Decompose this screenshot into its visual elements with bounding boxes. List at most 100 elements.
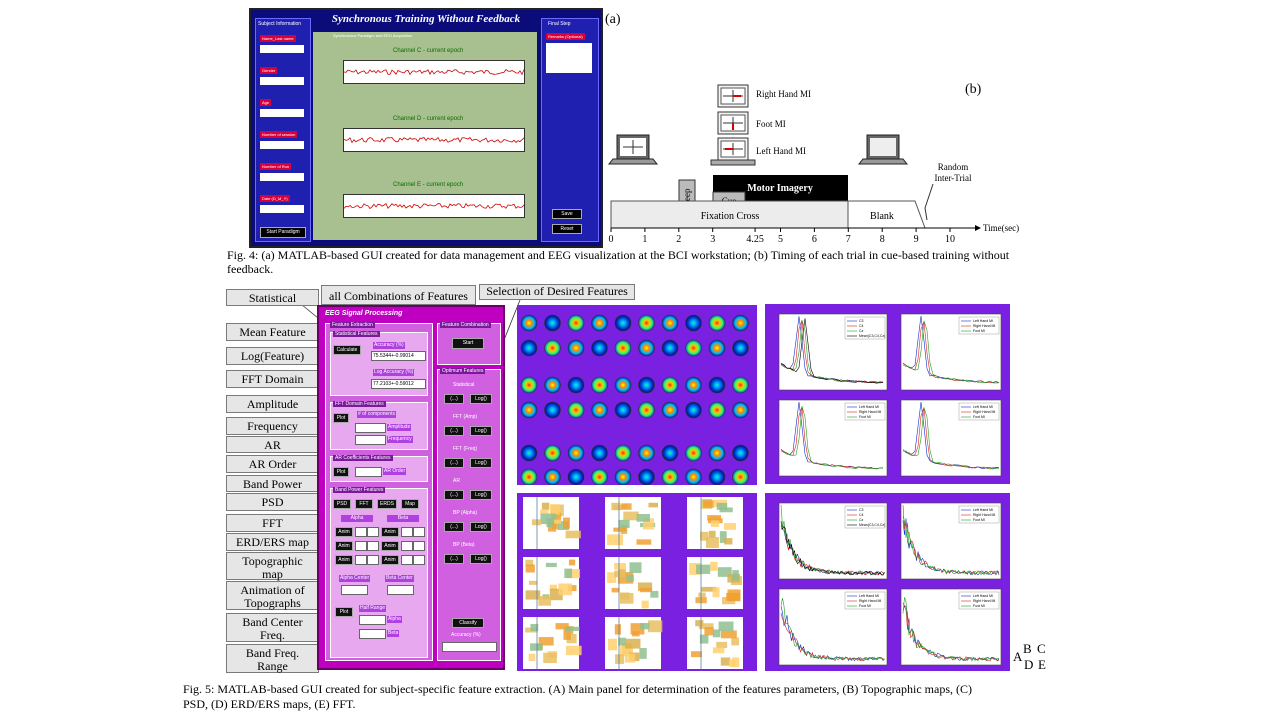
optimum-log-button[interactable]: Log() <box>470 394 492 404</box>
erd-ers-patch <box>636 539 652 545</box>
optimum-select-button[interactable]: (...) <box>444 522 464 532</box>
callout-topographic-map: Topographic map <box>226 552 319 581</box>
calculate-button[interactable]: Calculate <box>333 345 361 355</box>
anim-field[interactable] <box>413 527 425 537</box>
fig5-caption-line1: Fig. 5: MATLAB-based GUI created for sub… <box>183 682 972 696</box>
erd-ers-patch <box>607 534 624 546</box>
fft-plot-button[interactable]: Plot <box>333 413 349 423</box>
anim-field[interactable] <box>367 555 379 565</box>
combination-start-button[interactable]: Start <box>452 338 484 349</box>
erd-ers-patch <box>696 564 711 574</box>
mini-plot-legend-entry: Foot MI <box>973 518 985 522</box>
time-tick-label: 9 <box>914 234 919 245</box>
anim-field[interactable] <box>355 527 367 537</box>
optimum-features-header: Optimum Features <box>440 368 486 374</box>
optimum-statistical-label: Statistical <box>453 382 475 388</box>
callout-band-freq-line2: Range <box>257 659 288 673</box>
half-range-label: Half Range <box>359 605 387 612</box>
channel-e-trace <box>343 202 525 210</box>
anim-button[interactable]: Anim <box>381 527 399 537</box>
anim-button[interactable]: Anim <box>381 541 399 551</box>
anim-field[interactable] <box>355 555 367 565</box>
topographic-head <box>708 401 726 419</box>
topographic-head <box>520 339 538 357</box>
save-button[interactable]: Save <box>552 209 582 219</box>
ar-order-field[interactable] <box>355 467 382 477</box>
ar-plot-button[interactable]: Plot <box>333 467 349 477</box>
beep-label: Beep <box>682 188 692 207</box>
frequency-components-field[interactable] <box>355 435 386 445</box>
fig4-panel-b-tag: (b) <box>965 82 982 97</box>
anim-field[interactable] <box>355 541 367 551</box>
anim-button[interactable]: Anim <box>335 527 353 537</box>
alpha-range-label: Alpha <box>387 616 402 623</box>
alpha-center-field[interactable] <box>341 585 368 595</box>
mini-plot-legend-entry: Right Hand MI <box>973 324 995 328</box>
erd-ers-patch <box>691 651 702 658</box>
time-axis-label: Time(sec) <box>983 223 1019 233</box>
anim-field[interactable] <box>413 555 425 565</box>
optimum-select-button[interactable]: (...) <box>444 554 464 564</box>
fft-button[interactable]: FFT <box>355 499 373 509</box>
topographic-head <box>732 444 749 462</box>
optimum-select-button[interactable]: (...) <box>444 490 464 500</box>
time-tick-label: 0 <box>609 234 614 245</box>
amplitude-components-field[interactable] <box>355 423 386 433</box>
anim-button[interactable]: Anim <box>335 541 353 551</box>
mini-plot-legend-entry: Foot MI <box>859 415 871 419</box>
anim-field[interactable] <box>367 541 379 551</box>
band-plot-button[interactable]: Plot <box>335 607 353 617</box>
fft-domain-header: FFT Domain Features <box>333 401 386 407</box>
subject-field-input[interactable] <box>260 109 304 117</box>
anim-field[interactable] <box>401 555 413 565</box>
anim-button[interactable]: Anim <box>335 555 353 565</box>
reset-button[interactable]: Reset <box>552 224 582 234</box>
anim-button[interactable]: Anim <box>381 555 399 565</box>
anim-field[interactable] <box>401 541 413 551</box>
optimum-log-button[interactable]: Log() <box>470 554 492 564</box>
erd-ers-maps-panel <box>517 493 757 671</box>
erd-ers-patch <box>642 518 655 530</box>
topographic-head <box>591 468 608 486</box>
topographic-head <box>638 376 655 394</box>
beta-header: Beta <box>387 515 419 522</box>
anim-field[interactable] <box>367 527 379 537</box>
mini-plot-legend-entry: Right Hand MI <box>973 410 995 414</box>
optimum-log-button[interactable]: Log() <box>470 490 492 500</box>
map-button[interactable]: Map <box>401 499 419 509</box>
topographic-head <box>685 401 702 419</box>
anim-field[interactable] <box>413 541 425 551</box>
callout-all-combinations: all Combinations of Features <box>321 285 476 305</box>
subject-field-input[interactable] <box>260 45 304 53</box>
laptop-fixation-icon <box>607 134 659 165</box>
optimum-select-button[interactable]: (...) <box>444 394 464 404</box>
subject-field-input[interactable] <box>260 173 304 181</box>
beta-range-field[interactable] <box>359 629 386 639</box>
random-label: Random <box>938 162 969 172</box>
subject-field-input[interactable] <box>260 141 304 149</box>
optimum-select-button[interactable]: (...) <box>444 458 464 468</box>
remarks-field[interactable] <box>546 43 592 73</box>
topographic-head <box>661 468 679 486</box>
erds-button[interactable]: ERDS <box>377 499 397 509</box>
alpha-range-field[interactable] <box>359 615 386 625</box>
beta-center-field[interactable] <box>387 585 414 595</box>
erd-ers-patch <box>530 643 543 651</box>
optimum-log-button[interactable]: Log() <box>470 458 492 468</box>
topographic-head <box>544 401 561 419</box>
subject-field-input[interactable] <box>260 77 304 85</box>
classify-button[interactable]: Classify <box>452 618 484 628</box>
mini-plot-legend-entry: Cz <box>859 518 864 522</box>
optimum-log-button[interactable]: Log() <box>470 426 492 436</box>
anim-field[interactable] <box>401 527 413 537</box>
start-paradigm-button[interactable]: Start Paradigm <box>260 227 306 238</box>
subject-field-label: Gender <box>260 67 278 74</box>
optimum-log-button[interactable]: Log() <box>470 522 492 532</box>
topographic-head <box>708 314 726 332</box>
inter-trial-arrow <box>924 183 934 221</box>
optimum-select-button[interactable]: (...) <box>444 426 464 436</box>
feature-combination-box: Feature Combination Start <box>437 322 501 365</box>
subject-field-input[interactable] <box>260 205 304 213</box>
psd-button[interactable]: PSD <box>333 499 351 509</box>
mini-plot-legend-entry: Foot MI <box>973 604 985 608</box>
